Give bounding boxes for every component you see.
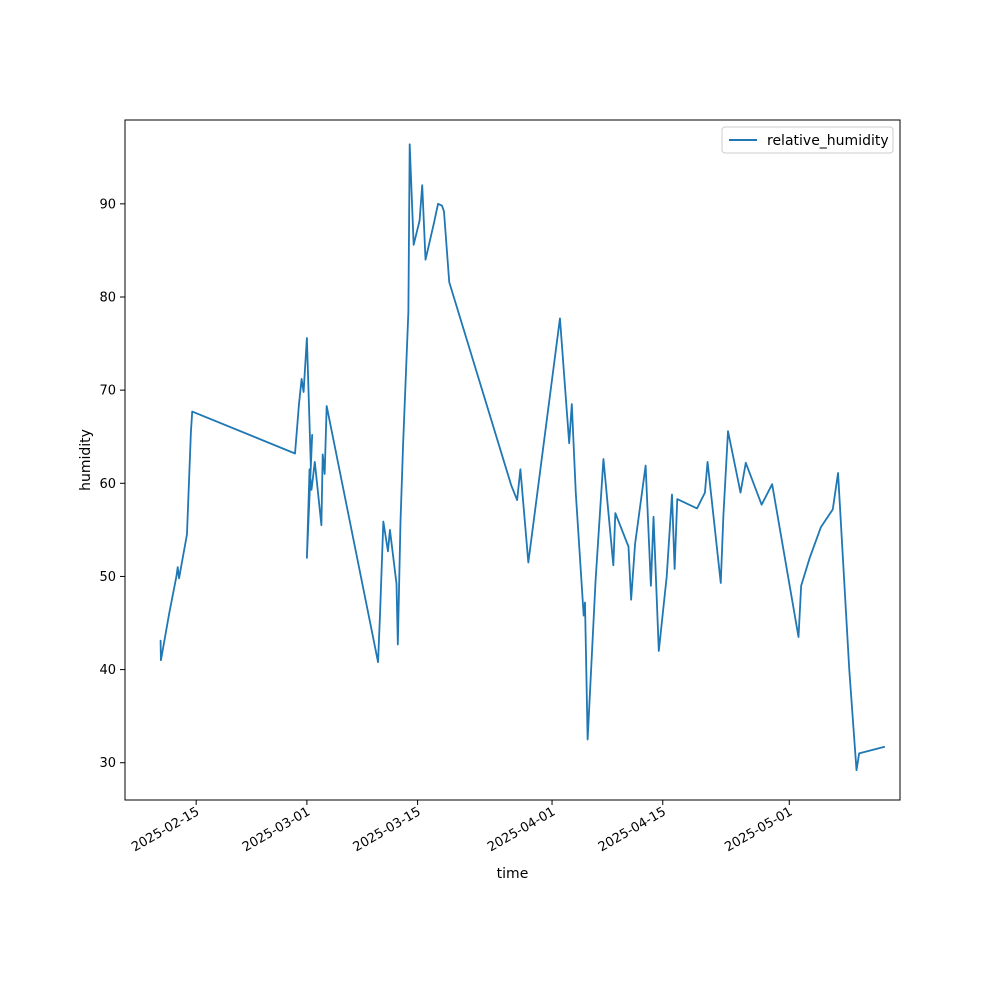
series-layer — [159, 143, 886, 772]
y-axis-label: humidity — [78, 429, 94, 491]
series-line-relative-humidity — [159, 143, 886, 772]
y-tick-label: 50 — [99, 570, 116, 585]
legend-box — [721, 126, 894, 154]
y-tick-label: 70 — [99, 384, 116, 399]
y-tick-label: 40 — [99, 663, 116, 678]
y-tick-label: 90 — [99, 197, 116, 212]
y-tick-label: 80 — [99, 290, 116, 305]
legend-label-relative-humidity: relative_humidity — [767, 133, 889, 149]
y-tick-label: 30 — [99, 756, 116, 771]
x-axis-label: time — [497, 866, 529, 882]
axes-frame — [124, 119, 901, 801]
legend: relative_humidity — [721, 126, 894, 154]
y-tick-label: 60 — [99, 477, 116, 492]
y-axis: 30 40 50 60 70 80 90 — [99, 197, 125, 771]
